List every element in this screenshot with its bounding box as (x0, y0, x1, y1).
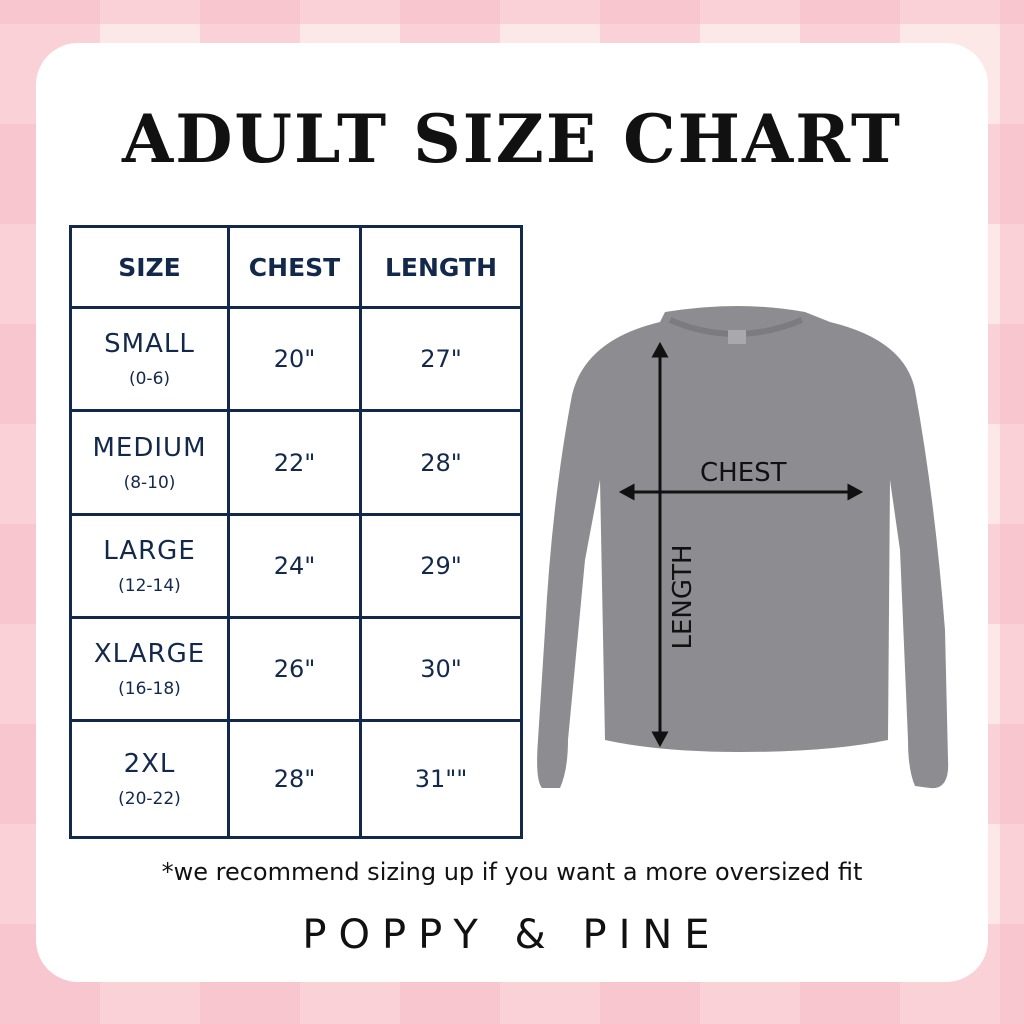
size-name: MEDIUM (92, 432, 207, 463)
header-size: SIZE (69, 225, 230, 309)
size-range: (20-22) (118, 789, 181, 809)
table-header-row: SIZE CHEST LENGTH (69, 225, 523, 309)
size-name: 2XL (123, 749, 176, 779)
chest-cell: 28" (227, 719, 362, 839)
table-row: 2XL (20-22) 28" 31"" (69, 719, 523, 839)
size-range: (16-18) (118, 679, 181, 699)
chest-label: CHEST (700, 458, 787, 488)
size-name: XLARGE (93, 639, 206, 669)
size-range: (0-6) (128, 369, 171, 389)
sizing-note: *we recommend sizing up if you want a mo… (161, 858, 863, 886)
size-range: (12-14) (118, 576, 181, 596)
size-name: LARGE (103, 536, 196, 566)
size-name: SMALL (104, 329, 195, 359)
size-cell: MEDIUM (8-10) (69, 409, 230, 516)
sweatshirt-tag (728, 330, 746, 344)
chest-cell: 20" (227, 306, 362, 412)
length-cell: 27" (359, 306, 523, 412)
size-table: SIZE CHEST LENGTH SMALL (0-6) 20" 27" MED… (69, 225, 523, 839)
size-cell: LARGE (12-14) (69, 513, 230, 619)
header-length: LENGTH (359, 225, 523, 309)
header-chest: CHEST (227, 225, 362, 309)
arrow-head (847, 483, 864, 501)
arrow-head (651, 341, 669, 358)
sweatshirt-illustration (537, 306, 949, 789)
page-title: ADULT SIZE CHART (121, 100, 902, 178)
chest-cell: 22" (227, 409, 362, 516)
measure-arrows (618, 341, 864, 748)
table-row: MEDIUM (8-10) 22" 28" (69, 409, 523, 516)
size-cell: 2XL (20-22) (69, 719, 230, 839)
table-row: LARGE (12-14) 24" 29" (69, 513, 523, 619)
table-row: SMALL (0-6) 20" 27" (69, 306, 523, 412)
arrow-head (651, 731, 669, 748)
length-label: LENGTH (668, 544, 698, 650)
length-cell: 28" (359, 409, 523, 516)
brand-logo: POPPY & PINE (302, 912, 722, 958)
sweatshirt-body (537, 306, 949, 789)
size-cell: SMALL (0-6) (69, 306, 230, 412)
length-cell: 31"" (359, 719, 523, 839)
size-cell: XLARGE (16-18) (69, 616, 230, 722)
length-cell: 29" (359, 513, 523, 619)
table-row: XLARGE (16-18) 26" 30" (69, 616, 523, 722)
chest-cell: 24" (227, 513, 362, 619)
chest-cell: 26" (227, 616, 362, 722)
size-range: (8-10) (123, 472, 176, 493)
length-cell: 30" (359, 616, 523, 722)
arrow-head (618, 483, 635, 501)
